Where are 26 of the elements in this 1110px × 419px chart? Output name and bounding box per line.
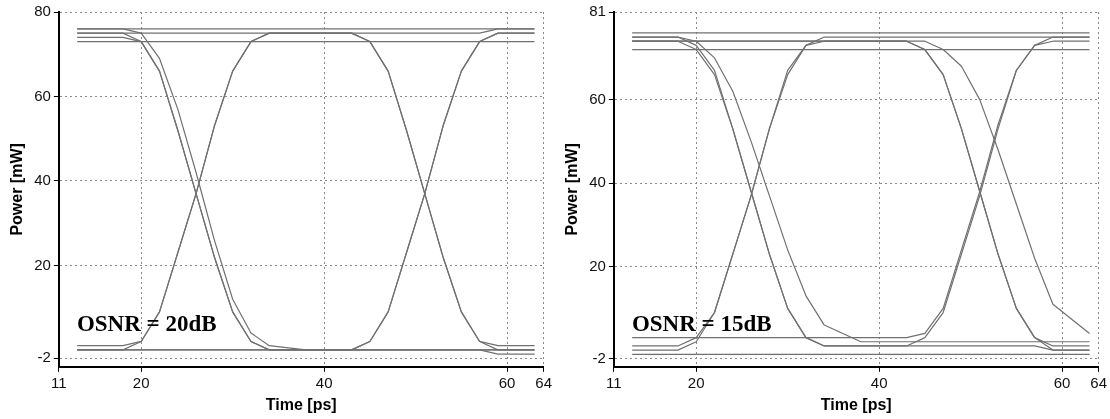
x-tick-label: 40 bbox=[315, 373, 333, 391]
x-tick-label: 20 bbox=[132, 373, 150, 391]
x-axis-title: Time [ps] bbox=[820, 395, 892, 413]
y-axis-title: Power [mW] bbox=[8, 143, 26, 236]
y-tick-label: 20 bbox=[589, 256, 606, 274]
y-tick-label: 80 bbox=[34, 2, 51, 20]
y-tick-label: -2 bbox=[592, 348, 606, 366]
x-tick-label: 11 bbox=[51, 373, 67, 391]
y-tick-label: 60 bbox=[589, 89, 606, 107]
y-tick-label: 60 bbox=[34, 86, 51, 104]
x-tick-label: 64 bbox=[1090, 373, 1107, 391]
x-tick-label: 60 bbox=[498, 373, 516, 391]
annotation: OSNR = 20dB bbox=[76, 311, 217, 337]
y-tick-label: 20 bbox=[34, 255, 51, 273]
x-axis-title: Time [ps] bbox=[265, 395, 337, 413]
x-tick-label: 60 bbox=[1053, 373, 1071, 391]
y-axis-title: Power [mW] bbox=[563, 143, 581, 236]
annotation: OSNR = 15dB bbox=[631, 311, 772, 337]
x-tick-label: 40 bbox=[870, 373, 888, 391]
y-tick-label: 40 bbox=[34, 171, 51, 189]
y-tick-label: -2 bbox=[37, 348, 51, 366]
y-tick-label: 40 bbox=[589, 173, 606, 191]
x-tick-label: 11 bbox=[606, 373, 622, 391]
y-tick-label: 81 bbox=[589, 2, 606, 20]
x-tick-label: 20 bbox=[687, 373, 705, 391]
x-tick-label: 64 bbox=[535, 373, 552, 391]
